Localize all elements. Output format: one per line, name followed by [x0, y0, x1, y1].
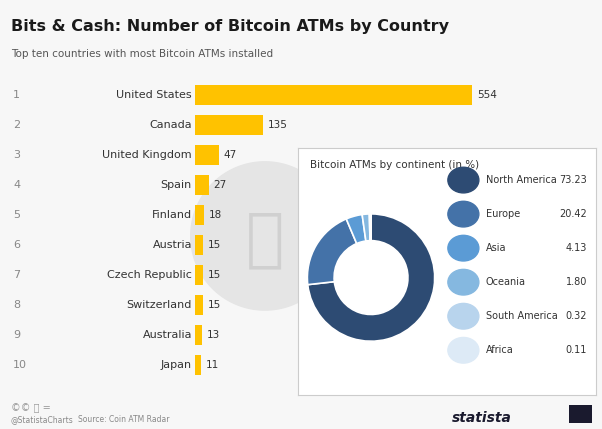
Text: Europe: Europe: [486, 209, 520, 219]
Text: Switzerland: Switzerland: [126, 300, 192, 310]
Text: Spain: Spain: [161, 180, 192, 190]
Text: Finland: Finland: [152, 210, 192, 220]
Text: 4.13: 4.13: [566, 243, 587, 253]
Text: Oceania: Oceania: [486, 277, 526, 287]
Wedge shape: [308, 214, 435, 341]
Text: 3: 3: [13, 150, 20, 160]
Text: 4: 4: [13, 180, 20, 190]
Text: 2: 2: [13, 120, 20, 130]
Wedge shape: [346, 214, 366, 244]
Text: 47: 47: [223, 150, 237, 160]
Text: 8: 8: [13, 300, 20, 310]
Text: Austria: Austria: [152, 240, 192, 250]
Text: 0.11: 0.11: [566, 345, 587, 355]
Text: 135: 135: [267, 120, 287, 130]
Text: Czech Republic: Czech Republic: [107, 270, 192, 280]
Text: Source: Coin ATM Radar: Source: Coin ATM Radar: [78, 415, 170, 424]
Text: 18: 18: [209, 210, 222, 220]
Text: Asia: Asia: [486, 243, 506, 253]
Text: statista: statista: [452, 411, 511, 425]
Text: 9: 9: [13, 330, 20, 340]
Text: Bitcoin ATMs by continent (in %): Bitcoin ATMs by continent (in %): [310, 160, 479, 170]
Text: 27: 27: [213, 180, 226, 190]
Text: Bits & Cash: Number of Bitcoin ATMs by Country: Bits & Cash: Number of Bitcoin ATMs by C…: [11, 19, 449, 34]
Text: 5: 5: [13, 210, 20, 220]
Text: Australia: Australia: [143, 330, 192, 340]
Circle shape: [448, 236, 479, 261]
Wedge shape: [308, 219, 356, 285]
Text: 1: 1: [13, 90, 20, 100]
Text: 0.32: 0.32: [565, 311, 587, 321]
Text: Canada: Canada: [149, 120, 192, 130]
Wedge shape: [369, 214, 371, 241]
Text: North America: North America: [486, 175, 556, 185]
Text: Top ten countries with most Bitcoin ATMs installed: Top ten countries with most Bitcoin ATMs…: [11, 49, 273, 59]
Text: Japan: Japan: [161, 360, 192, 370]
Text: 7: 7: [13, 270, 20, 280]
Text: 13: 13: [206, 330, 220, 340]
Text: 554: 554: [477, 90, 497, 100]
Circle shape: [448, 303, 479, 329]
Text: United States: United States: [116, 90, 192, 100]
Polygon shape: [191, 162, 339, 310]
Wedge shape: [362, 214, 370, 241]
Circle shape: [448, 338, 479, 363]
Text: 73.23: 73.23: [559, 175, 587, 185]
Text: 6: 6: [13, 240, 20, 250]
Circle shape: [448, 167, 479, 193]
Text: United Kingdom: United Kingdom: [102, 150, 192, 160]
Text: 15: 15: [207, 300, 220, 310]
Text: 15: 15: [207, 240, 220, 250]
Text: ©© ⓘ =: ©© ⓘ =: [11, 403, 51, 414]
Circle shape: [448, 269, 479, 295]
Text: Africa: Africa: [486, 345, 514, 355]
Text: 20.42: 20.42: [559, 209, 587, 219]
Text: South America: South America: [486, 311, 557, 321]
Text: 15: 15: [207, 270, 220, 280]
Text: @StatistaCharts: @StatistaCharts: [11, 415, 73, 424]
Text: ₿: ₿: [246, 208, 284, 270]
Text: 11: 11: [205, 360, 219, 370]
Text: 1.80: 1.80: [566, 277, 587, 287]
Circle shape: [448, 201, 479, 227]
Text: 10: 10: [13, 360, 27, 370]
